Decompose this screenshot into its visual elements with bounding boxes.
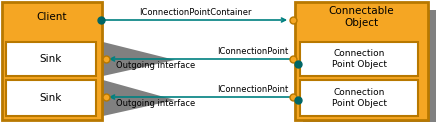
- FancyBboxPatch shape: [300, 80, 418, 116]
- Text: Connection
Point Object: Connection Point Object: [331, 88, 386, 108]
- Text: IConnectionPoint: IConnectionPoint: [217, 47, 288, 56]
- Text: Connection
Point Object: Connection Point Object: [331, 49, 386, 69]
- Text: Sink: Sink: [40, 54, 62, 64]
- Text: Outgoing interface: Outgoing interface: [116, 99, 195, 108]
- Text: Client: Client: [37, 12, 67, 22]
- Text: Connectable
Object: Connectable Object: [329, 6, 394, 28]
- Text: Outgoing interface: Outgoing interface: [116, 61, 195, 70]
- FancyBboxPatch shape: [303, 10, 436, 122]
- Polygon shape: [103, 42, 175, 76]
- FancyBboxPatch shape: [2, 2, 102, 120]
- Text: IConnectionPointContainer: IConnectionPointContainer: [139, 8, 252, 17]
- FancyBboxPatch shape: [6, 42, 96, 76]
- FancyBboxPatch shape: [6, 80, 96, 116]
- Polygon shape: [103, 80, 175, 116]
- Text: Sink: Sink: [40, 93, 62, 103]
- FancyBboxPatch shape: [295, 2, 428, 120]
- FancyBboxPatch shape: [300, 42, 418, 76]
- Text: IConnectionPoint: IConnectionPoint: [217, 85, 288, 94]
